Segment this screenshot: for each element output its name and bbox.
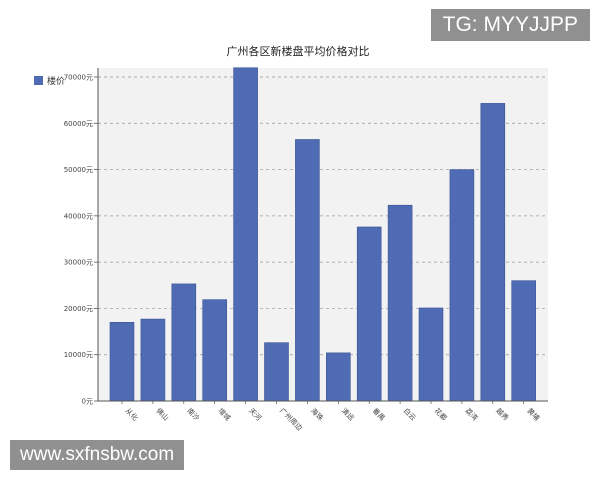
x-tick-label: 花都 xyxy=(433,406,449,422)
x-tick-label: 海珠 xyxy=(309,406,325,422)
x-tick-label: 越秀 xyxy=(494,406,510,422)
bar xyxy=(480,103,506,402)
bar xyxy=(140,318,166,402)
watermark-top: TG: MYYJJPP xyxy=(430,9,590,41)
x-tick-label: 佛山 xyxy=(154,406,170,422)
bar xyxy=(295,139,320,402)
bar xyxy=(387,204,413,402)
bar xyxy=(264,342,289,402)
x-tick-labels: 从化 佛山 南沙 增城 天河 广州周边 海珠 清远 番禺 白云 花都 荔湾 越秀 黄埔 xyxy=(124,406,542,432)
x-tick-label: 清远 xyxy=(340,406,356,422)
x-tick-label: 从化 xyxy=(124,406,140,422)
y-tick-labels: 0元 10000元 20000元 30000元 40000元 50000元 60000元 70… xyxy=(64,74,93,406)
y-tick-label: 60000元 xyxy=(64,120,93,128)
bar xyxy=(171,283,197,402)
bar xyxy=(449,169,475,402)
y-tick-label: 70000元 xyxy=(64,74,93,82)
bar xyxy=(511,280,537,402)
y-tick-label: 20000元 xyxy=(64,305,93,313)
x-tick-label: 番禺 xyxy=(371,407,387,423)
x-tick-label: 广州周边 xyxy=(278,406,304,432)
bars xyxy=(109,67,537,402)
legend-swatch xyxy=(34,76,43,85)
legend: 楼价 xyxy=(34,75,65,87)
watermark-bottom: www.sxfnsbw.com xyxy=(10,440,185,470)
x-tick-label: 天河 xyxy=(247,407,263,423)
bar xyxy=(325,352,351,402)
x-tick-label: 白云 xyxy=(402,406,418,422)
chart-title: 广州各区新楼盘平均价格对比 xyxy=(227,44,370,58)
y-tick-label: 30000元 xyxy=(64,259,93,267)
y-tick-label: 40000元 xyxy=(64,212,93,220)
x-tick-label: 黄埔 xyxy=(525,406,541,422)
bar xyxy=(202,299,227,402)
x-tick-label: 增城 xyxy=(216,406,232,422)
bar xyxy=(418,307,444,402)
bar xyxy=(109,322,135,402)
x-tick-label: 荔湾 xyxy=(463,406,479,422)
axes xyxy=(97,68,548,404)
bar xyxy=(233,67,258,402)
x-tick-label: 南沙 xyxy=(185,406,201,422)
bar xyxy=(356,226,382,402)
y-tick-label: 10000元 xyxy=(64,351,93,359)
y-tick-label: 0元 xyxy=(82,398,93,406)
y-tick-label: 50000元 xyxy=(64,166,93,174)
legend-label: 楼价 xyxy=(47,75,65,87)
